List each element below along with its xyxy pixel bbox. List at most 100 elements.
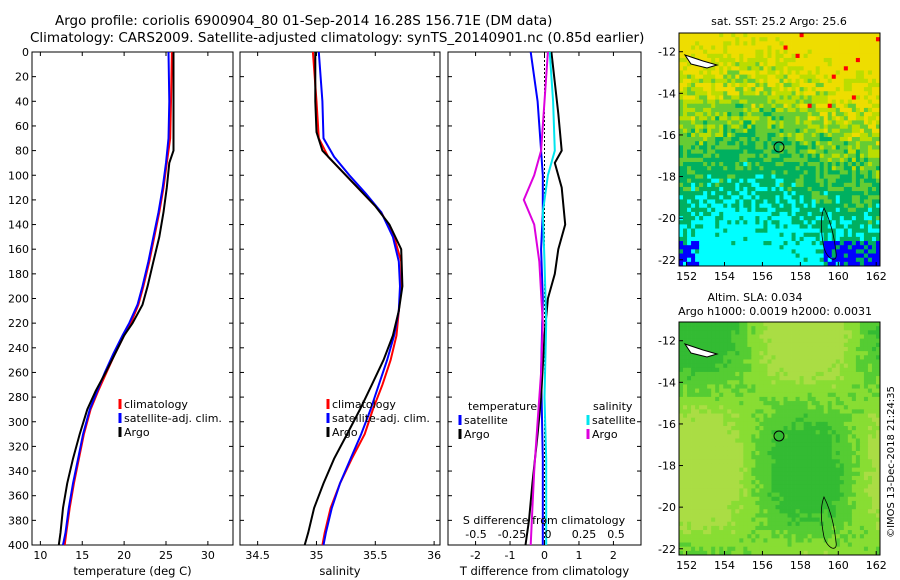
map-cell: [787, 141, 792, 146]
map-cell: [767, 161, 772, 167]
map-cell: [867, 228, 873, 234]
map-cell: [691, 455, 696, 460]
map-cell: [875, 401, 881, 406]
map-cell: [863, 257, 869, 263]
map-cell: [707, 417, 712, 423]
map-cell: [731, 203, 736, 209]
map-cell: [847, 463, 853, 469]
map-cell: [751, 459, 756, 464]
map-cell: [875, 338, 881, 344]
map-cell: [875, 326, 881, 331]
map-cell: [683, 430, 688, 435]
map-cell: [715, 363, 720, 369]
map-cell: [839, 245, 845, 250]
map-cell: [787, 257, 792, 263]
map-cell: [871, 442, 877, 448]
map-cell: [771, 57, 776, 63]
map-cell: [715, 182, 720, 188]
map-cell: [779, 211, 784, 217]
map-cell: [843, 342, 849, 348]
map-cell: [807, 438, 813, 444]
map-cell: [871, 388, 877, 394]
map-cell: [863, 438, 869, 444]
map-cell: [735, 91, 740, 96]
map-cell: [811, 103, 817, 109]
map-cell: [787, 178, 792, 184]
map-cell: [759, 141, 764, 146]
map-cell: [775, 338, 780, 344]
map-cell: [723, 70, 728, 76]
map-cell: [827, 405, 833, 410]
map-cell: [751, 228, 756, 234]
map-cell: [755, 145, 760, 150]
map-cell: [691, 338, 696, 344]
map-cell: [863, 392, 869, 398]
map-cell: [771, 149, 776, 155]
map-cell: [847, 326, 853, 331]
map-cell: [735, 161, 740, 167]
map-cell: [687, 245, 692, 250]
map-cell: [715, 475, 720, 481]
map-cell: [691, 442, 696, 448]
map-cell: [843, 49, 849, 55]
map-cell: [847, 322, 853, 327]
map-cell: [791, 174, 796, 180]
map-cell: [747, 384, 752, 389]
map-cell: [743, 384, 748, 389]
map-cell: [819, 220, 825, 225]
map-cell: [815, 178, 821, 184]
map-cell: [711, 330, 716, 335]
map-cell: [787, 322, 792, 327]
map-cell: [779, 334, 784, 340]
map-cell: [775, 62, 780, 67]
map-y-tick-label: -16: [658, 129, 676, 142]
map-cell: [715, 174, 720, 180]
map-cell: [707, 157, 712, 163]
map-cell: [771, 49, 776, 55]
map-cell: [759, 132, 764, 138]
map-cell: [779, 342, 784, 348]
map-cell: [835, 157, 841, 163]
map-cell: [723, 211, 728, 217]
map-cell: [787, 241, 792, 246]
map-cell: [783, 257, 788, 263]
map-cell: [815, 384, 821, 389]
map-cell: [723, 220, 728, 225]
map-cell: [711, 463, 716, 469]
map-cell: [683, 409, 688, 414]
map-cell: [763, 99, 768, 105]
map-cell: [731, 207, 736, 213]
map-cell: [787, 207, 792, 213]
map-cell: [859, 253, 865, 259]
map-cell: [755, 95, 760, 100]
map-cell: [723, 338, 728, 344]
map-cell: [839, 459, 845, 464]
map-cell: [767, 480, 772, 485]
map-cell: [699, 392, 704, 398]
map-cell: [795, 174, 800, 180]
map-cell: [699, 186, 704, 192]
map-cell: [847, 161, 853, 167]
map-cell: [819, 450, 825, 456]
map-cell: [819, 62, 825, 67]
map-cell: [711, 107, 716, 113]
map-cell: [755, 157, 760, 163]
map-cell: [779, 91, 784, 96]
map-cell: [711, 41, 716, 46]
map-cell: [775, 207, 780, 213]
map-cell: [751, 82, 756, 88]
map-cell: [747, 145, 752, 150]
map-cell: [763, 107, 768, 113]
map-cell: [791, 91, 796, 96]
map-cell: [783, 149, 788, 155]
map-cell: [851, 342, 857, 348]
map-cell: [831, 326, 837, 331]
map-cell: [687, 405, 692, 410]
map-cell: [875, 380, 881, 385]
map-cell: [867, 475, 873, 481]
map-cell: [751, 257, 756, 263]
map-cell: [771, 253, 776, 259]
map-cell: [863, 334, 869, 340]
map-cell: [679, 178, 684, 184]
map-cell: [731, 396, 736, 402]
